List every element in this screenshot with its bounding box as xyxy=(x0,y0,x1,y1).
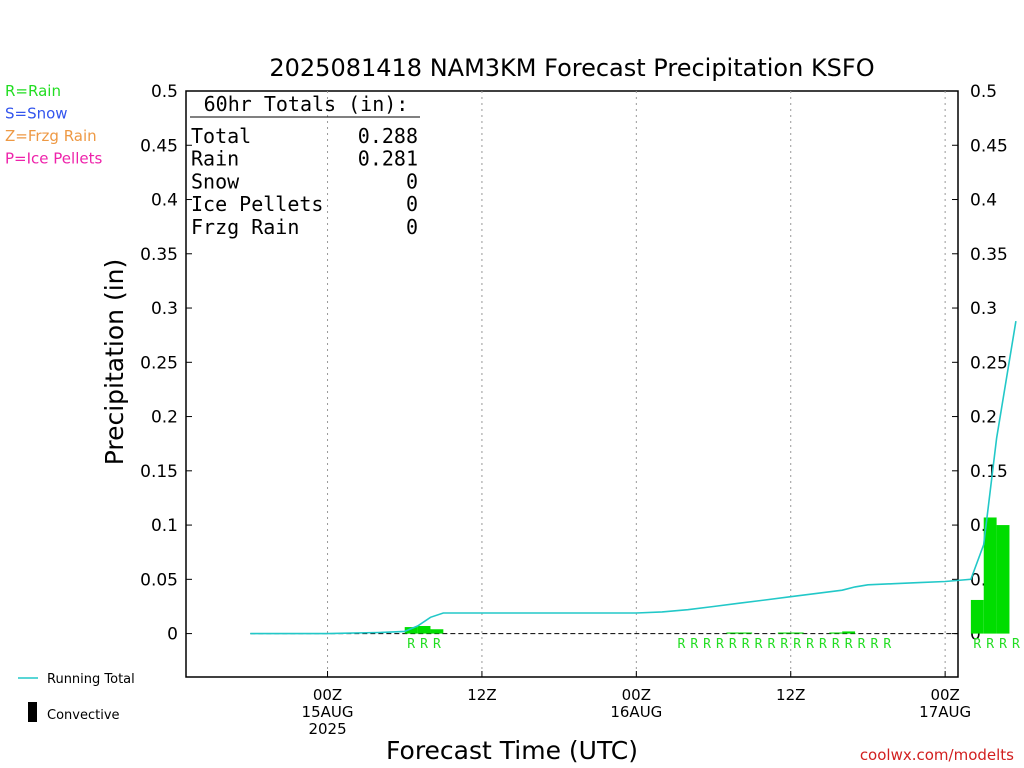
precip-type-marker: R xyxy=(870,637,878,652)
precip-type-marker: R xyxy=(677,637,685,652)
precip-bar xyxy=(430,629,444,634)
precip-type-marker: R xyxy=(999,637,1007,652)
precip-bar xyxy=(726,632,740,634)
precip-type-marker: R xyxy=(768,637,776,652)
precip-type-marker: R xyxy=(883,637,891,652)
y-tick-label-left: 0.15 xyxy=(140,462,178,482)
totals-row-value: 0 xyxy=(406,192,418,216)
credit-text: coolwx.com/modelts xyxy=(860,746,1014,764)
totals-row-value: 0.281 xyxy=(358,147,418,171)
y-axis-label: Precipitation (in) xyxy=(100,259,129,466)
x-tick-label: 00Z xyxy=(930,686,959,704)
y-tick-label-right: 0.35 xyxy=(970,245,1008,265)
precip-type-marker: R xyxy=(742,637,750,652)
precip-type-marker: R xyxy=(858,637,866,652)
x-tick-label: 12Z xyxy=(776,686,805,704)
precip-type-legend-item: P=Ice Pellets xyxy=(5,150,102,168)
y-tick-label-right: 0.45 xyxy=(970,136,1008,156)
precip-bar xyxy=(417,625,431,634)
precip-type-marker: R xyxy=(729,637,737,652)
precip-type-legend-item: S=Snow xyxy=(5,105,68,123)
precip-type-legend: R=Rain S=Snow Z=Frzg Rain P=Ice Pellets xyxy=(5,82,102,168)
x-tick-label: 15AUG xyxy=(302,703,354,721)
x-tick-label: 2025 xyxy=(308,720,346,738)
precip-bar xyxy=(777,632,791,634)
precip-type-marker: R xyxy=(806,637,814,652)
y-tick-label-left: 0 xyxy=(167,625,178,645)
precip-type-marker: R xyxy=(819,637,827,652)
y-tick-label-right: 0 xyxy=(970,625,981,645)
y-tick-label-left: 0.3 xyxy=(151,299,178,319)
y-tick-label-right: 0.5 xyxy=(970,82,997,102)
totals-box: 60hr Totals (in): Total 0.288 Rain 0.281 Sno… xyxy=(190,92,420,239)
precipitation-bars xyxy=(404,517,1010,634)
precip-bar xyxy=(970,599,984,634)
precip-type-marker: R xyxy=(433,637,441,652)
precip-type-marker: R xyxy=(793,637,801,652)
convective-legend-swatch xyxy=(28,702,37,722)
precip-type-marker: R xyxy=(845,637,853,652)
precip-type-marker: R xyxy=(755,637,763,652)
totals-row-value: 0 xyxy=(406,215,418,239)
plot-frame xyxy=(185,90,959,678)
grid-lines xyxy=(327,91,946,677)
precip-type-marker: R xyxy=(986,637,994,652)
precip-type-marker: R xyxy=(973,637,981,652)
totals-row-value: 0 xyxy=(406,169,418,193)
precip-type-marker: R xyxy=(1012,637,1020,652)
precip-type-marker: R xyxy=(690,637,698,652)
y-tick-label-right: 0.25 xyxy=(970,353,1008,373)
precip-bar xyxy=(829,632,843,634)
precip-bar xyxy=(790,632,804,634)
x-tick-label: 00Z xyxy=(622,686,651,704)
y-tick-label-left: 0.35 xyxy=(140,245,178,265)
y-tick-label-right: 0.15 xyxy=(970,462,1008,482)
y-tick-label-left: 0.05 xyxy=(140,570,178,590)
precip-type-marker: R xyxy=(407,637,415,652)
x-tick-label: 16AUG xyxy=(610,703,662,721)
y-tick-label-right: 0.2 xyxy=(970,408,997,428)
totals-row-label: Snow xyxy=(191,169,240,193)
precip-type-legend-item: Z=Frzg Rain xyxy=(5,127,97,145)
y-tick-label-right: 0.4 xyxy=(970,191,997,211)
y-tick-label-left: 0.5 xyxy=(151,82,178,102)
precip-bar xyxy=(983,517,997,634)
totals-row-label: Frzg Rain xyxy=(191,215,299,239)
y-tick-label-left: 0.4 xyxy=(151,191,178,211)
totals-row-label: Rain xyxy=(191,147,239,171)
precip-type-marker: R xyxy=(832,637,840,652)
precip-type-marker: R xyxy=(420,637,428,652)
precip-type-marker: R xyxy=(780,637,788,652)
precip-type-marker: R xyxy=(703,637,711,652)
y-tick-label-left: 0.1 xyxy=(151,516,178,536)
precip-type-legend-item: R=Rain xyxy=(5,82,61,100)
totals-row-value: 0.288 xyxy=(358,124,418,148)
running-total-legend-label: Running Total xyxy=(47,672,135,687)
y-tick-label-left: 0.2 xyxy=(151,408,178,428)
y-tick-label-right: 0.3 xyxy=(970,299,997,319)
y-tick-label-left: 0.45 xyxy=(140,136,178,156)
y-axis-ticks: 000.050.050.10.10.150.150.20.20.250.250.… xyxy=(140,82,1008,645)
precip-bar xyxy=(996,525,1010,634)
convective-legend-label: Convective xyxy=(47,708,120,723)
y-tick-label-left: 0.25 xyxy=(140,353,178,373)
chart-title: 2025081418 NAM3KM Forecast Precipitation… xyxy=(269,54,874,82)
precip-bar xyxy=(739,632,753,634)
x-axis-label: Forecast Time (UTC) xyxy=(386,736,638,765)
x-tick-label: 17AUG xyxy=(919,703,971,721)
totals-rows: Total 0.288 Rain 0.281 Snow 0 Ice Pellets 0 Frzg… xyxy=(191,124,418,239)
totals-header: 60hr Totals (in): xyxy=(204,92,409,116)
precip-bar xyxy=(842,631,856,634)
x-tick-label: 12Z xyxy=(467,686,496,704)
x-tick-label: 00Z xyxy=(313,686,342,704)
totals-row-label: Total xyxy=(191,124,251,148)
series-legend: Running Total Convective xyxy=(18,672,135,723)
precip-bar xyxy=(404,627,418,634)
precip-type-marker: R xyxy=(716,637,724,652)
totals-row-label: Ice Pellets xyxy=(191,192,323,216)
running-total-line xyxy=(250,320,1017,635)
